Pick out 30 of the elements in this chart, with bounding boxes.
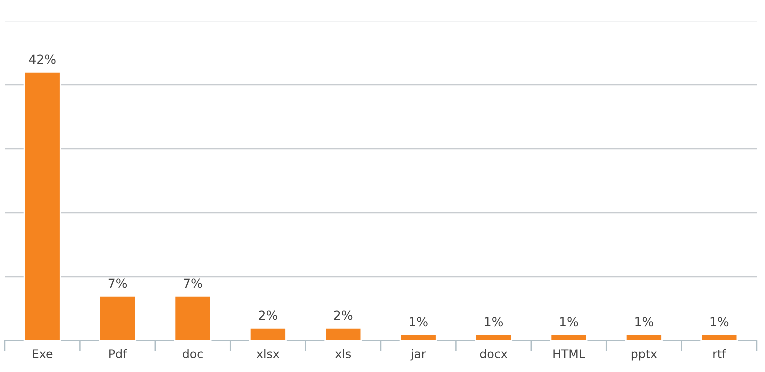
bar xyxy=(550,334,588,341)
x-tick-label: rtf xyxy=(714,349,726,358)
x-tick-label: Pdf xyxy=(110,349,128,358)
x-tick-label: jar xyxy=(410,349,426,361)
data-label: 2% xyxy=(334,310,353,320)
bar xyxy=(625,334,663,341)
data-label: 1% xyxy=(410,317,428,327)
bar xyxy=(475,334,513,341)
data-label: 7% xyxy=(184,278,202,288)
data-label: 2% xyxy=(259,310,278,320)
bar xyxy=(24,72,62,341)
data-label: 1% xyxy=(710,317,729,327)
x-tick-label: Exe xyxy=(33,350,53,358)
data-label: 1% xyxy=(485,317,504,327)
bar xyxy=(700,334,738,341)
bar xyxy=(400,334,438,341)
bar xyxy=(324,328,362,341)
data-label: 1% xyxy=(560,317,578,327)
x-tick-label: pptx xyxy=(632,350,658,361)
data-label: 7% xyxy=(108,278,128,288)
data-label: 42% xyxy=(29,54,56,64)
data-label: 1% xyxy=(636,317,654,327)
x-tick-label: docx xyxy=(480,349,508,358)
bar xyxy=(99,296,137,341)
bar xyxy=(249,328,287,341)
x-tick-label: xlsx xyxy=(256,349,280,358)
bar xyxy=(174,296,212,341)
x-tick-label: doc xyxy=(183,349,203,358)
x-tick-label: xls xyxy=(336,349,352,358)
x-tick-label: HTML xyxy=(554,350,586,358)
